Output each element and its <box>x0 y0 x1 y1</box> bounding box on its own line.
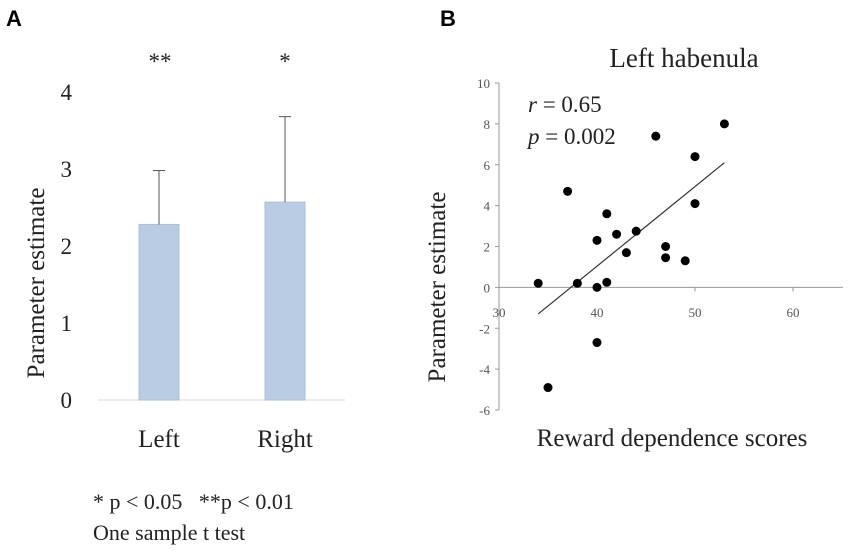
stat-p-symbol: p <box>526 124 540 149</box>
panel-b-y-tick-label: 0 <box>484 280 491 295</box>
stat-r-symbol: r <box>528 92 538 117</box>
scatter-point <box>631 226 641 236</box>
scatter-point <box>612 229 622 239</box>
panel-b-y-ticks: -6 -4 -2 0 2 4 6 8 10 <box>477 76 499 418</box>
bar-right <box>264 201 306 401</box>
scatter-point <box>719 119 729 129</box>
panel-a-label: A <box>6 6 22 31</box>
sig-mark-left: ** <box>149 49 172 74</box>
panel-b-y-tick-label: 10 <box>477 76 490 91</box>
panel-a-x-ticks: Left Right <box>138 426 313 453</box>
scatter-point <box>651 131 661 141</box>
scatter-point <box>661 242 671 251</box>
scatter-point <box>602 277 612 287</box>
panel-b-y-tick-label: -2 <box>479 321 490 336</box>
scatter-point <box>533 278 543 288</box>
panel-b-y-tick-label: 2 <box>484 240 491 255</box>
stat-r: r = 0.65 <box>528 92 602 117</box>
panel-a-y-tick-label: 3 <box>61 157 73 182</box>
panel-a-y-axis-label: Parameter estimate <box>23 188 50 379</box>
panel-a-error-bars <box>153 116 291 225</box>
panel-b-y-axis-label: Parameter estimate <box>424 192 451 383</box>
panel-b-y-tick-label: -6 <box>479 403 490 418</box>
scatter-point <box>621 248 631 258</box>
footnote-test: One sample t test <box>93 520 245 545</box>
panel-b-x-tick-label: 40 <box>591 305 604 320</box>
stat-r-value: = 0.65 <box>537 92 602 117</box>
panel-b-y-tick-label: 8 <box>484 117 491 132</box>
panel-a-y-ticks: 0 1 2 3 4 <box>61 80 73 413</box>
trendline <box>537 162 725 315</box>
panel-a-y-tick-label: 4 <box>61 80 73 105</box>
scatter-point <box>661 253 671 263</box>
scatter-point <box>592 235 602 245</box>
panel-b-y-tick-label: 6 <box>484 158 491 173</box>
stat-p-value: = 0.002 <box>540 124 616 149</box>
scatter-point <box>602 209 612 219</box>
panel-b-x-tick-label: 50 <box>689 305 702 320</box>
scatter-point <box>592 338 602 348</box>
stat-p: p = 0.002 <box>526 124 616 149</box>
panel-a-bars <box>138 201 306 401</box>
scatter-point <box>572 278 582 288</box>
scatter-point <box>543 383 553 393</box>
scatter-point <box>563 186 573 196</box>
panel-b-x-axis-label: Reward dependence scores <box>537 425 808 452</box>
panel-b-y-tick-label: 4 <box>484 199 491 214</box>
footnote-significance: * p < 0.05 **p < 0.01 <box>93 489 294 514</box>
sig-mark-right: * <box>279 49 291 74</box>
panel-b-x-tick-label: 30 <box>493 305 506 320</box>
panel-b-label: B <box>440 6 456 31</box>
scatter-point <box>592 282 602 292</box>
category-label-right: Right <box>257 426 313 453</box>
panel-b-x-ticks: 30 40 50 60 <box>493 287 800 320</box>
panel-b-trendline <box>537 162 725 315</box>
scatter-point <box>680 256 690 266</box>
scatter-point <box>690 152 700 162</box>
scatter-point <box>690 199 700 209</box>
panel-b-y-tick-label: -4 <box>479 362 490 377</box>
panel-a-y-tick-label: 2 <box>61 234 73 259</box>
category-label-left: Left <box>138 426 180 453</box>
panel-b-x-tick-label: 60 <box>787 305 800 320</box>
panel-b-points <box>533 119 729 393</box>
panel-a-y-tick-label: 1 <box>61 311 73 336</box>
panel-b-title: Left habenula <box>609 43 758 73</box>
panel-a-y-tick-label: 0 <box>61 388 73 413</box>
bar-left <box>138 223 180 401</box>
